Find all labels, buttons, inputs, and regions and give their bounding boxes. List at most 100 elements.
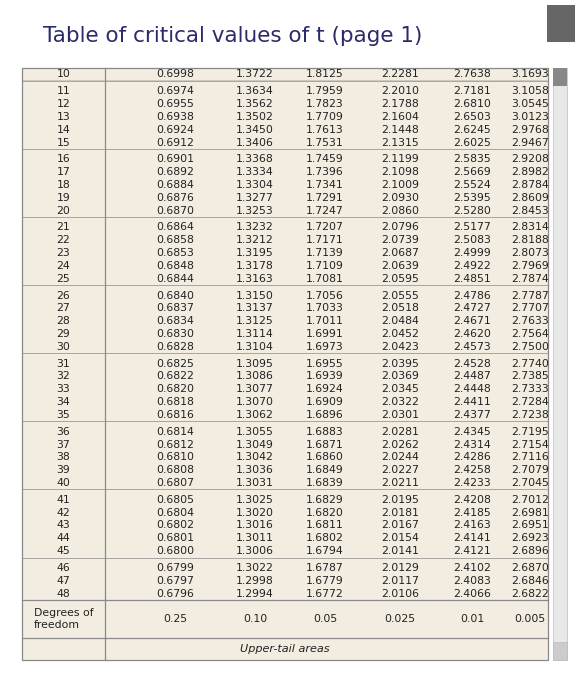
Text: 1.3562: 1.3562 <box>236 99 274 109</box>
Text: 0.6837: 0.6837 <box>156 304 194 313</box>
Text: 1.7056: 1.7056 <box>306 291 344 300</box>
Text: 2.0484: 2.0484 <box>381 316 419 326</box>
Text: 2.4573: 2.4573 <box>453 342 491 352</box>
Text: 0.6799: 0.6799 <box>156 563 194 573</box>
Text: 44: 44 <box>56 534 70 543</box>
Text: 1.7139: 1.7139 <box>306 248 344 258</box>
Text: 31: 31 <box>56 358 70 369</box>
Text: 1.3304: 1.3304 <box>236 180 274 190</box>
Bar <box>553 68 567 660</box>
Text: 2.7969: 2.7969 <box>511 261 549 271</box>
Text: 1.3086: 1.3086 <box>236 371 274 382</box>
Text: 0.6800: 0.6800 <box>156 546 194 556</box>
Text: 0.6797: 0.6797 <box>156 576 194 586</box>
Text: Degrees of
freedom: Degrees of freedom <box>34 608 93 630</box>
Text: 1.3062: 1.3062 <box>236 410 274 420</box>
Text: 3.0123: 3.0123 <box>511 112 549 122</box>
Text: 0.6818: 0.6818 <box>156 397 194 407</box>
Text: 2.1098: 2.1098 <box>381 167 419 177</box>
Text: 1.2994: 1.2994 <box>236 589 274 598</box>
Text: 22: 22 <box>56 235 70 246</box>
Text: 1.6860: 1.6860 <box>306 452 344 462</box>
Text: 1.3036: 1.3036 <box>236 465 274 475</box>
Text: 1.3368: 1.3368 <box>236 155 274 164</box>
Text: 2.0555: 2.0555 <box>381 291 419 300</box>
Text: 26: 26 <box>56 291 70 300</box>
Text: 2.9467: 2.9467 <box>511 137 549 148</box>
Text: 2.0167: 2.0167 <box>381 521 419 531</box>
Text: 0.01: 0.01 <box>460 614 484 624</box>
Text: 2.4141: 2.4141 <box>453 534 491 543</box>
Text: 1.3022: 1.3022 <box>236 563 274 573</box>
Text: 1.6839: 1.6839 <box>306 478 344 488</box>
Text: 36: 36 <box>56 427 70 437</box>
Text: 0.6834: 0.6834 <box>156 316 194 326</box>
Text: 23: 23 <box>56 248 70 258</box>
Text: 1.7247: 1.7247 <box>306 206 344 215</box>
Text: 37: 37 <box>56 440 70 449</box>
Text: 2.7238: 2.7238 <box>511 410 549 420</box>
Text: 2.7874: 2.7874 <box>511 274 549 284</box>
Text: 2.6923: 2.6923 <box>511 534 549 543</box>
Text: 1.6794: 1.6794 <box>306 546 344 556</box>
Text: 1.3070: 1.3070 <box>236 397 274 407</box>
Text: 0.6812: 0.6812 <box>156 440 194 449</box>
Text: 1.3031: 1.3031 <box>236 478 274 488</box>
Text: 1.3195: 1.3195 <box>236 248 274 258</box>
Text: 2.7564: 2.7564 <box>511 329 549 339</box>
Text: 1.3125: 1.3125 <box>236 316 274 326</box>
Text: 2.6951: 2.6951 <box>511 521 549 531</box>
Text: 1.7341: 1.7341 <box>306 180 344 190</box>
Text: 2.1448: 2.1448 <box>381 124 419 135</box>
Text: 1.3011: 1.3011 <box>236 534 274 543</box>
Text: 2.7195: 2.7195 <box>511 427 549 437</box>
Text: 0.6884: 0.6884 <box>156 180 194 190</box>
Text: 2.0930: 2.0930 <box>381 193 419 202</box>
Text: 24: 24 <box>56 261 70 271</box>
Text: 1.3049: 1.3049 <box>236 440 274 449</box>
Text: 1.3020: 1.3020 <box>236 508 274 518</box>
Text: 0.025: 0.025 <box>385 614 416 624</box>
Text: 0.6858: 0.6858 <box>156 235 194 246</box>
Text: 1.3232: 1.3232 <box>236 222 274 233</box>
Text: 2.7333: 2.7333 <box>511 384 549 394</box>
Text: 1.2998: 1.2998 <box>236 576 274 586</box>
Text: 2.1009: 2.1009 <box>381 180 419 190</box>
Text: 0.6810: 0.6810 <box>156 452 194 462</box>
Text: 0.005: 0.005 <box>515 614 546 624</box>
Text: 1.3055: 1.3055 <box>236 427 274 437</box>
Text: 29: 29 <box>56 329 70 339</box>
Text: 2.0211: 2.0211 <box>381 478 419 488</box>
Text: 1.7109: 1.7109 <box>306 261 344 271</box>
Text: 2.0518: 2.0518 <box>381 304 419 313</box>
Text: 0.6998: 0.6998 <box>156 69 194 79</box>
Text: 1.3163: 1.3163 <box>236 274 274 284</box>
Text: 2.0860: 2.0860 <box>381 206 419 215</box>
Text: 2.0129: 2.0129 <box>381 563 419 573</box>
Text: 0.6848: 0.6848 <box>156 261 194 271</box>
Text: 1.7171: 1.7171 <box>306 235 344 246</box>
Text: 2.0423: 2.0423 <box>381 342 419 352</box>
Text: 2.7012: 2.7012 <box>511 495 549 505</box>
Text: 2.7740: 2.7740 <box>511 358 549 369</box>
Text: 2.5280: 2.5280 <box>453 206 491 215</box>
Text: 0.6938: 0.6938 <box>156 112 194 122</box>
Text: 2.9208: 2.9208 <box>511 155 549 164</box>
Text: 46: 46 <box>56 563 70 573</box>
Text: 1.6924: 1.6924 <box>306 384 344 394</box>
Text: 2.4121: 2.4121 <box>453 546 491 556</box>
Text: 1.3150: 1.3150 <box>236 291 274 300</box>
Text: 2.7787: 2.7787 <box>511 291 549 300</box>
Text: 1.7207: 1.7207 <box>306 222 344 233</box>
Text: 0.6892: 0.6892 <box>156 167 194 177</box>
Text: 1.8125: 1.8125 <box>306 69 344 79</box>
Text: 2.0227: 2.0227 <box>381 465 419 475</box>
Text: 2.4208: 2.4208 <box>453 495 491 505</box>
Text: 1.3277: 1.3277 <box>236 193 274 202</box>
Text: 38: 38 <box>56 452 70 462</box>
Text: 48: 48 <box>56 589 70 598</box>
Text: 2.0639: 2.0639 <box>381 261 419 271</box>
Text: 1.3178: 1.3178 <box>236 261 274 271</box>
Text: 0.6822: 0.6822 <box>156 371 194 382</box>
Text: 28: 28 <box>56 316 70 326</box>
